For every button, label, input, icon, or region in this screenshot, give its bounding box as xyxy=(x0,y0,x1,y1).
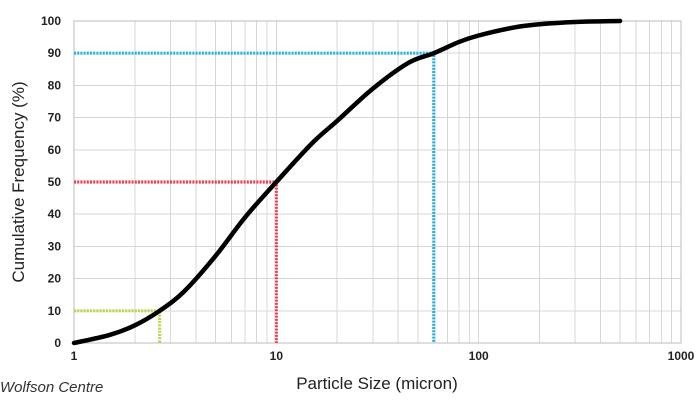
x-tick-label: 100 xyxy=(469,349,489,363)
cumulative-frequency-curve xyxy=(71,18,623,346)
y-axis-title: Cumulative Frequency (%) xyxy=(9,81,28,282)
y-tick-label: 90 xyxy=(48,46,62,60)
y-tick-label: 0 xyxy=(54,336,61,350)
y-tick-label: 50 xyxy=(48,175,62,189)
y-tick-label: 60 xyxy=(48,143,62,157)
y-tick-label: 20 xyxy=(48,272,62,286)
reference-line xyxy=(74,51,436,343)
reference-line xyxy=(74,309,162,343)
y-tick-label: 10 xyxy=(48,304,62,318)
x-tick-label: 10 xyxy=(270,349,284,363)
y-tick-label: 100 xyxy=(41,14,61,28)
y-tick-label: 80 xyxy=(48,78,62,92)
series-layer xyxy=(71,18,623,346)
x-axis-title: Particle Size (micron) xyxy=(296,374,458,393)
reference-line xyxy=(74,180,278,343)
y-tick-label: 40 xyxy=(48,207,62,221)
x-tick-label: 1000 xyxy=(668,349,695,363)
y-tick-label: 70 xyxy=(48,111,62,125)
reference-lines xyxy=(74,51,436,343)
credit-text: Wolfson Centre xyxy=(0,379,103,396)
y-tick-label: 30 xyxy=(48,239,62,253)
x-tick-label: 1 xyxy=(71,349,78,363)
